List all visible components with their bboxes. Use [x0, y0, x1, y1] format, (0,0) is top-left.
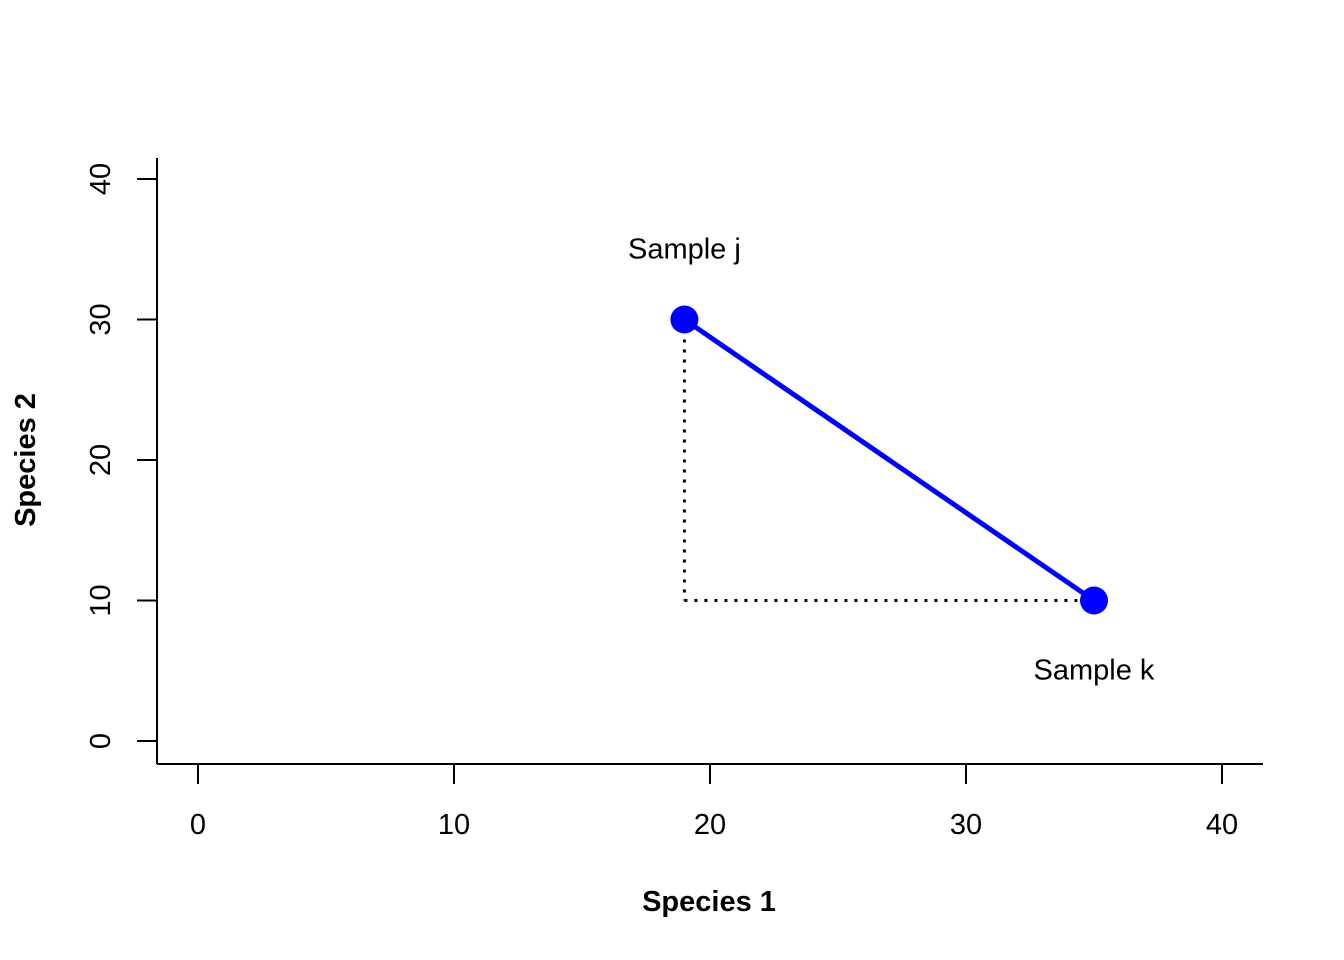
- sample-label: Sample j: [628, 234, 741, 266]
- distance-line: [682, 317, 1096, 603]
- y-tick-label: 10: [85, 584, 117, 616]
- series: Sample j Sample k: [628, 234, 1155, 687]
- y-tick-label: 40: [85, 163, 117, 195]
- x-tick-label: 0: [190, 809, 206, 841]
- x-tick-label: 30: [950, 809, 982, 841]
- y-axis-title: Species 2: [10, 393, 42, 527]
- sample-point: [670, 305, 699, 334]
- axes: 0 10 20 30 40 0 10 20 30 40: [85, 158, 1263, 841]
- sample-label: Sample k: [1034, 655, 1155, 687]
- y-tick-label: 30: [85, 303, 117, 335]
- guide-lines: [682, 319, 1094, 602]
- x-axis-title: Species 1: [642, 886, 776, 918]
- sample-point: [1080, 586, 1108, 615]
- x-tick-label: 10: [438, 809, 470, 841]
- y-tick-label: 0: [85, 733, 117, 749]
- x-tick-label: 40: [1206, 809, 1238, 841]
- y-tick-label: 20: [85, 444, 117, 476]
- x-tick-label: 20: [694, 809, 726, 841]
